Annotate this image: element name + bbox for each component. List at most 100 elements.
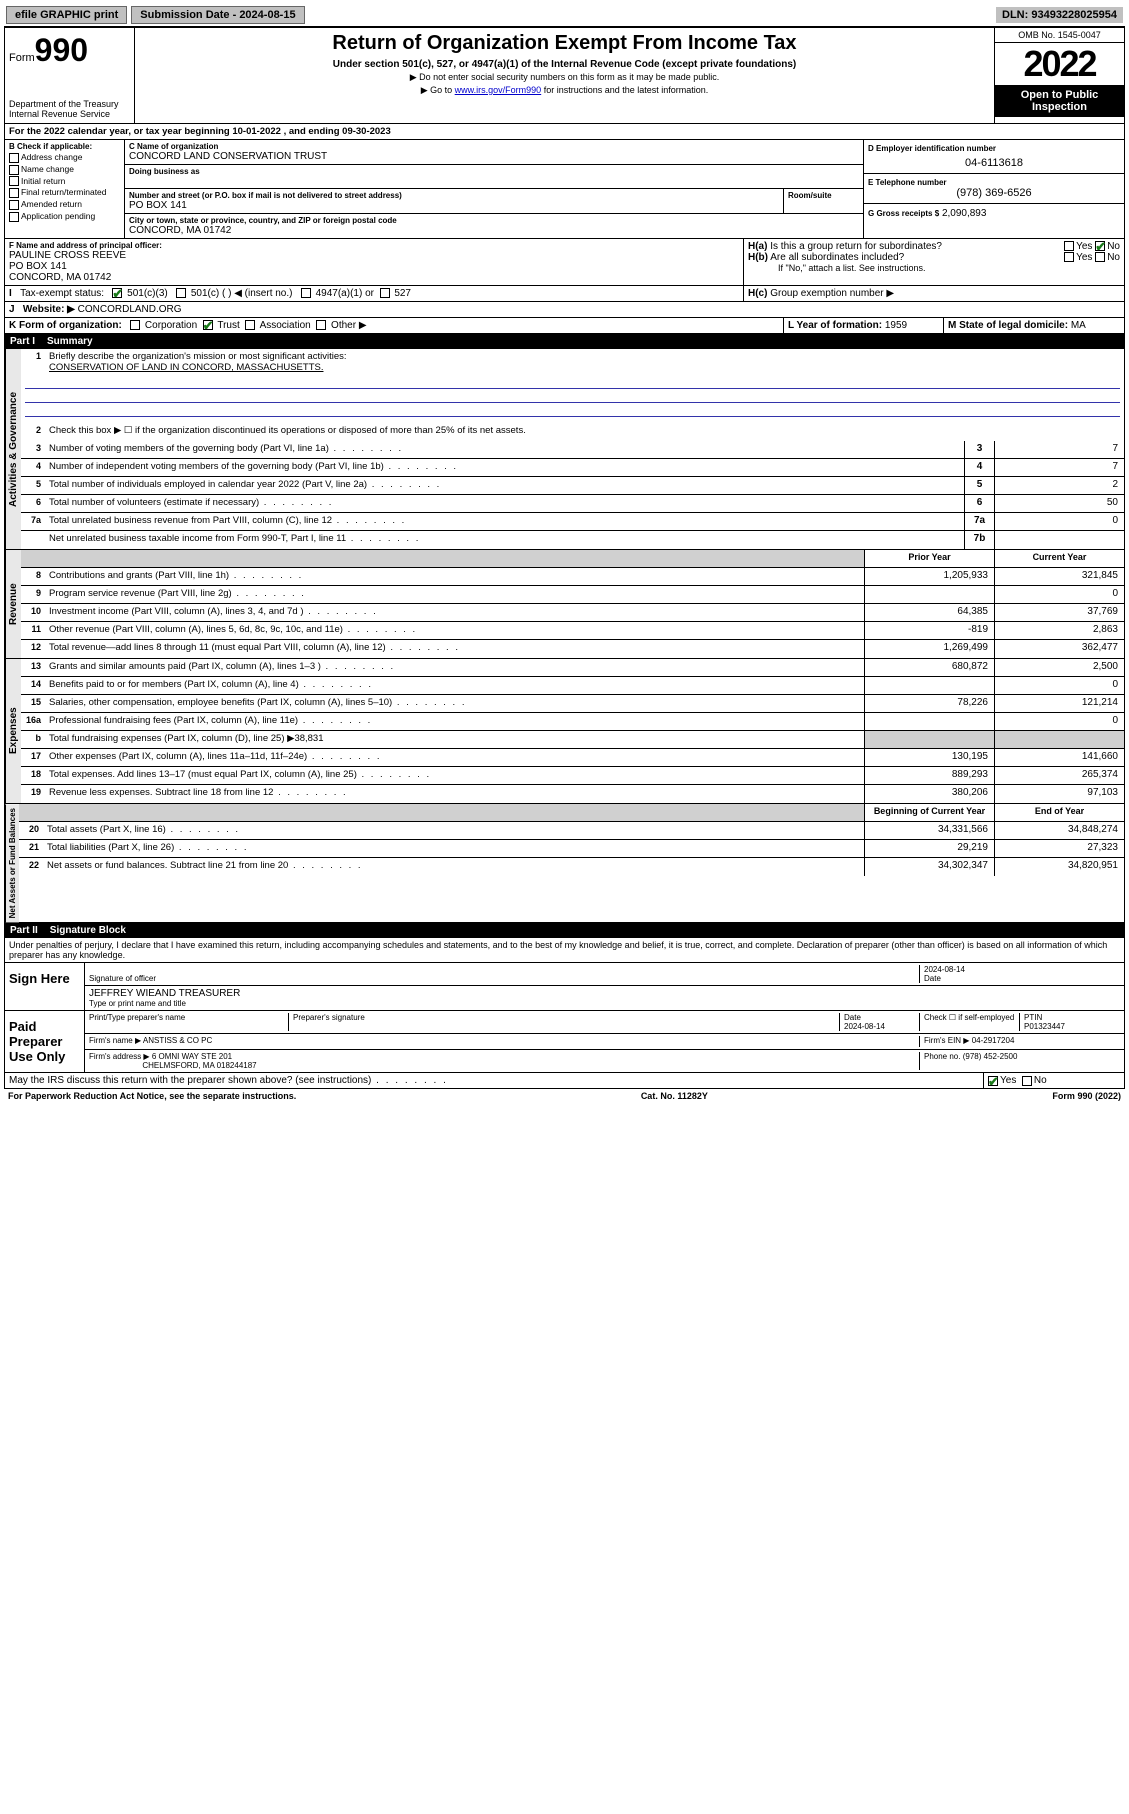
gov-line-desc: Total number of volunteers (estimate if … — [45, 495, 964, 512]
gov-line-box: 4 — [964, 459, 994, 476]
rev-line-desc: Investment income (Part VIII, column (A)… — [45, 604, 864, 621]
net-line-desc: Total liabilities (Part X, line 26) — [43, 840, 864, 857]
link-note: ▶ Go to www.irs.gov/Form990 for instruct… — [139, 85, 990, 96]
hb-yes-checkbox[interactable] — [1064, 252, 1074, 262]
gov-line-desc: Number of voting members of the governin… — [45, 441, 964, 458]
b-opt-checkbox[interactable] — [9, 165, 19, 175]
efile-print-button[interactable]: efile GRAPHIC print — [6, 6, 127, 24]
prior-year-header: Prior Year — [864, 550, 994, 567]
gov-line-value: 50 — [994, 495, 1124, 512]
f-officer-label: F Name and address of principal officer: — [9, 241, 739, 250]
dln-label: DLN: 93493228025954 — [996, 7, 1123, 23]
b-opt-checkbox[interactable] — [9, 153, 19, 163]
gov-line-desc: Total unrelated business revenue from Pa… — [45, 513, 964, 530]
rev-prior-value — [864, 586, 994, 603]
firm-ein: 04-2917204 — [972, 1036, 1015, 1045]
ptin-value: P01323447 — [1024, 1022, 1065, 1031]
e-phone-label: E Telephone number — [868, 178, 1120, 187]
corp-checkbox[interactable] — [130, 320, 140, 330]
exp-current-value: 265,374 — [994, 767, 1124, 784]
gov-line-value: 2 — [994, 477, 1124, 494]
4947-checkbox[interactable] — [301, 288, 311, 298]
rev-line-desc: Other revenue (Part VIII, column (A), li… — [45, 622, 864, 639]
gov-line-value: 7 — [994, 441, 1124, 458]
beg-year-header: Beginning of Current Year — [864, 804, 994, 821]
line2-text: Check this box ▶ ☐ if the organization d… — [45, 423, 1124, 441]
exp-line-desc: Total fundraising expenses (Part IX, col… — [45, 731, 864, 748]
self-employed-check[interactable]: Check ☐ if self-employed — [920, 1013, 1020, 1031]
trust-checkbox[interactable] — [203, 320, 213, 330]
receipts-value: 2,090,893 — [942, 208, 987, 219]
discuss-yes-checkbox[interactable] — [988, 1076, 998, 1086]
exp-prior-value — [864, 677, 994, 694]
exp-prior-value: 889,293 — [864, 767, 994, 784]
gov-line-desc: Total number of individuals employed in … — [45, 477, 964, 494]
line-k-l-m: K Form of organization: Corporation Trus… — [4, 318, 1125, 334]
b-opt-checkbox[interactable] — [9, 212, 19, 222]
rev-line-desc: Total revenue—add lines 8 through 11 (mu… — [45, 640, 864, 658]
year-formation: 1959 — [885, 320, 907, 331]
exp-line-desc: Grants and similar amounts paid (Part IX… — [45, 659, 864, 676]
tab-revenue: Revenue — [5, 550, 21, 658]
b-opt-checkbox[interactable] — [9, 200, 19, 210]
exp-prior-value — [864, 713, 994, 730]
exp-current-value: 0 — [994, 677, 1124, 694]
b-opt-checkbox[interactable] — [9, 176, 19, 186]
part2-header: Part II Signature Block — [4, 923, 1125, 938]
d-ein-label: D Employer identification number — [868, 144, 1120, 153]
527-checkbox[interactable] — [380, 288, 390, 298]
gov-line-desc: Number of independent voting members of … — [45, 459, 964, 476]
form-number: Form990 — [9, 32, 130, 69]
tab-expenses: Expenses — [5, 659, 21, 803]
hb-note: If "No," attach a list. See instructions… — [748, 263, 1120, 273]
rev-prior-value: 1,269,499 — [864, 640, 994, 658]
form-title: Return of Organization Exempt From Incom… — [139, 32, 990, 55]
rev-current-value: 37,769 — [994, 604, 1124, 621]
ha-no-checkbox[interactable] — [1095, 241, 1105, 251]
gov-line-value — [994, 531, 1124, 549]
ha-label: Is this a group return for subordinates? — [770, 241, 942, 252]
net-beg-value: 34,302,347 — [864, 858, 994, 876]
rev-prior-value: -819 — [864, 622, 994, 639]
public-inspection: Open to Public Inspection — [995, 85, 1124, 117]
exp-current-value: 0 — [994, 713, 1124, 730]
ha-yes-checkbox[interactable] — [1064, 241, 1074, 251]
net-end-value: 34,820,951 — [994, 858, 1124, 876]
gov-line-box: 3 — [964, 441, 994, 458]
perjury-declaration: Under penalties of perjury, I declare th… — [4, 938, 1125, 963]
exp-line-desc: Professional fundraising fees (Part IX, … — [45, 713, 864, 730]
discuss-question: May the IRS discuss this return with the… — [9, 1075, 448, 1086]
officer-name: PAULINE CROSS REEVE — [9, 250, 739, 261]
sig-date-value: 2024-08-14 — [924, 965, 965, 974]
officer-addr1: PO BOX 141 — [9, 261, 739, 272]
gov-line-value: 7 — [994, 459, 1124, 476]
officer-addr2: CONCORD, MA 01742 — [9, 272, 739, 283]
gov-line-desc: Net unrelated business taxable income fr… — [45, 531, 964, 549]
dba-label: Doing business as — [129, 167, 859, 176]
irs-link[interactable]: www.irs.gov/Form990 — [455, 85, 542, 95]
rev-prior-value: 1,205,933 — [864, 568, 994, 585]
501c3-checkbox[interactable] — [112, 288, 122, 298]
other-checkbox[interactable] — [316, 320, 326, 330]
room-label: Room/suite — [788, 191, 859, 200]
hb-label: Are all subordinates included? — [770, 252, 904, 263]
page-footer: For Paperwork Reduction Act Notice, see … — [4, 1089, 1125, 1103]
city-label: City or town, state or province, country… — [129, 216, 859, 225]
net-beg-value: 34,331,566 — [864, 822, 994, 839]
dept-label: Department of the Treasury Internal Reve… — [9, 99, 130, 119]
end-year-header: End of Year — [994, 804, 1124, 821]
b-opt-checkbox[interactable] — [9, 188, 19, 198]
section-f-h: F Name and address of principal officer:… — [4, 239, 1125, 286]
g-receipts-label: G Gross receipts $ — [868, 209, 939, 218]
exp-line-desc: Revenue less expenses. Subtract line 18 … — [45, 785, 864, 803]
ssn-note: ▶ Do not enter social security numbers o… — [139, 72, 990, 83]
rev-prior-value: 64,385 — [864, 604, 994, 621]
discuss-no-checkbox[interactable] — [1022, 1076, 1032, 1086]
gov-line-box: 5 — [964, 477, 994, 494]
gov-line-value: 0 — [994, 513, 1124, 530]
net-end-value: 34,848,274 — [994, 822, 1124, 839]
hb-no-checkbox[interactable] — [1095, 252, 1105, 262]
501c-checkbox[interactable] — [176, 288, 186, 298]
street-label: Number and street (or P.O. box if mail i… — [129, 191, 779, 200]
assoc-checkbox[interactable] — [245, 320, 255, 330]
